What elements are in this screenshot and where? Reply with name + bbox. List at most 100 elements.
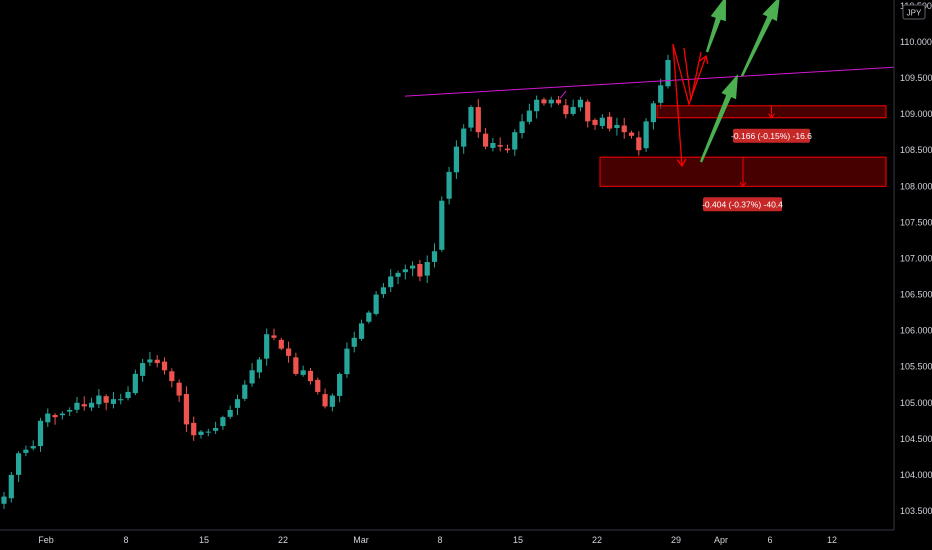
candle: [395, 270, 401, 285]
candle: [439, 196, 445, 252]
drawings-layer: -0.166 (-0.15%) -16.6 -0.404 (-0.37%) -40…: [404, 0, 895, 212]
measure-zone[interactable]: -0.404 (-0.37%) -40.4: [599, 156, 887, 212]
x-tick-label: 15: [513, 535, 523, 545]
candle: [242, 380, 248, 402]
candle: [570, 99, 576, 117]
candle: [563, 98, 569, 119]
candle: [482, 127, 489, 150]
x-tick-label: Mar: [353, 535, 369, 545]
trendline[interactable]: [404, 66, 895, 97]
projection-green-arrow-1[interactable]: [705, 0, 726, 53]
x-tick-label: 29: [671, 535, 681, 545]
candle: [118, 393, 124, 405]
candle: [512, 129, 518, 156]
measure-zone[interactable]: -0.166 (-0.15%) -16.6: [656, 105, 887, 143]
candle: [15, 451, 22, 483]
projection-path-short[interactable]: [672, 43, 709, 107]
candle: [402, 264, 408, 280]
x-tick-label: Feb: [38, 535, 54, 545]
candle: [643, 118, 649, 152]
time-scale[interactable]: Feb 8 15 22 Mar 8 15 22 29 Apr 6 12: [38, 535, 837, 545]
candle: [329, 393, 335, 412]
measure-label: -0.404 (-0.37%) -40.4: [702, 199, 783, 209]
projection-green-arrow-2[interactable]: [740, 0, 780, 77]
candle: [665, 54, 671, 89]
x-tick-label: 8: [437, 535, 442, 545]
candle: [636, 131, 642, 156]
candle: [293, 352, 299, 376]
candle: [264, 328, 270, 366]
projection-path-deep[interactable]: [672, 43, 702, 168]
x-tick-label: 15: [199, 535, 209, 545]
y-tick-label: 109.000: [900, 109, 932, 119]
candle: [227, 405, 233, 419]
y-tick-label: 105.000: [900, 398, 932, 408]
y-tick-label: 103.500: [900, 506, 932, 516]
candle: [271, 328, 277, 341]
x-tick-label: 22: [592, 535, 602, 545]
currency-badge[interactable]: JPY: [902, 4, 926, 20]
candle: [424, 255, 430, 284]
x-tick-label: 22: [278, 535, 288, 545]
candle: [81, 396, 87, 411]
candle: [161, 357, 168, 375]
x-tick-label: 12: [827, 535, 837, 545]
candle: [592, 118, 598, 130]
candle: [388, 269, 394, 293]
candle: [52, 413, 58, 425]
candle: [497, 137, 503, 152]
candle: [541, 97, 547, 106]
y-tick-label: 109.500: [900, 73, 932, 83]
candle: [650, 100, 657, 130]
candle: [585, 99, 591, 128]
candle: [8, 471, 14, 503]
candle: [300, 365, 306, 377]
candle: [453, 140, 459, 179]
candle: [23, 445, 29, 457]
candle: [614, 117, 620, 136]
candle: [88, 397, 95, 412]
candle: [30, 440, 36, 451]
measure-label-box: [733, 128, 810, 143]
currency-label: JPY: [907, 9, 922, 18]
candle: [417, 259, 423, 282]
candle: [74, 396, 80, 414]
candle: [37, 417, 44, 452]
candle: [1, 491, 7, 509]
price-scale[interactable]: 103.500 104.000 104.500 105.000 105.500 106.0…: [900, 1, 932, 516]
candle: [249, 363, 255, 387]
y-tick-label: 108.000: [900, 181, 932, 191]
candle: [322, 388, 328, 409]
candle: [431, 243, 438, 268]
candle: [621, 117, 627, 139]
candle: [461, 124, 467, 154]
candle: [278, 337, 284, 351]
candle: [147, 351, 153, 367]
y-tick-label: 106.500: [900, 290, 932, 300]
y-tick-label: 107.500: [900, 217, 932, 227]
candle: [59, 411, 65, 420]
candle: [358, 319, 365, 341]
candle: [213, 421, 219, 435]
candle: [490, 138, 496, 152]
candle: [125, 386, 131, 401]
candle: [599, 114, 605, 129]
y-tick-label: 105.500: [900, 362, 932, 372]
candle: [577, 96, 584, 112]
candle: [607, 112, 613, 132]
y-tick-label: 108.500: [900, 145, 932, 155]
projection-green-arrow-3[interactable]: [699, 74, 738, 163]
candle: [548, 96, 554, 108]
candle: [373, 291, 379, 316]
candle: [307, 367, 314, 385]
candle: [315, 377, 321, 395]
y-tick-label: 107.000: [900, 253, 932, 263]
candle: [534, 95, 540, 119]
candle: [344, 342, 350, 378]
candle: [234, 394, 241, 415]
measure-label: -0.166 (-0.15%) -16.6: [731, 131, 812, 141]
candle: [220, 415, 226, 430]
candle: [380, 283, 387, 298]
